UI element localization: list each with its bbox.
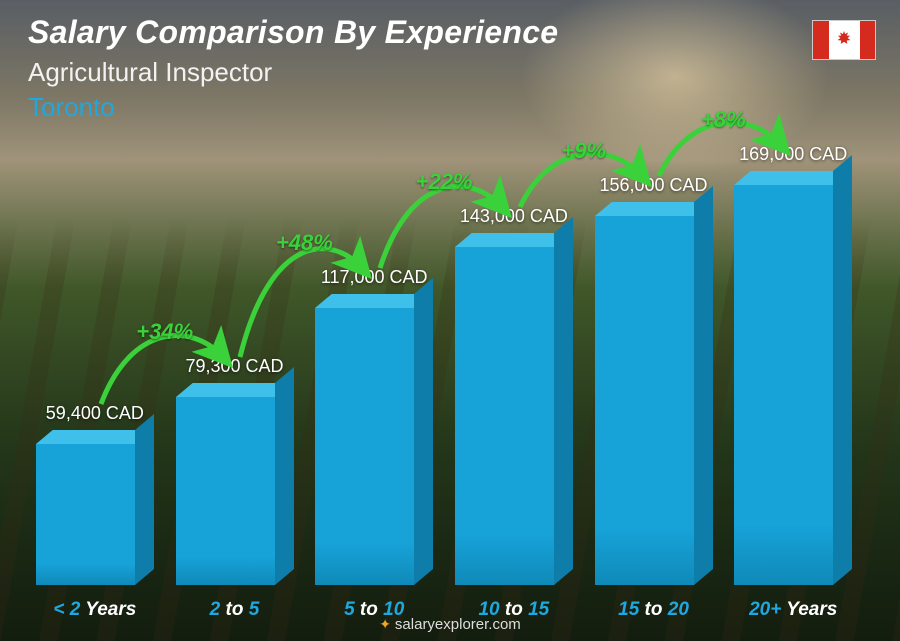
chart-column: 59,400 CAD< 2 Years: [36, 403, 154, 585]
bar-value-label: 59,400 CAD: [46, 403, 144, 424]
page-subtitle: Agricultural Inspector: [28, 57, 558, 88]
bar-front-face: [595, 216, 694, 585]
page-title: Salary Comparison By Experience: [28, 14, 558, 51]
salary-bar-chart: 59,400 CAD< 2 Years79,300 CAD2 to 5117,0…: [36, 115, 852, 585]
bar-value-label: 169,000 CAD: [739, 144, 847, 165]
bar-side-face: [554, 217, 573, 585]
maple-leaf-icon: [833, 29, 855, 51]
growth-pct-label: +34%: [136, 319, 193, 345]
bar: [315, 308, 433, 585]
chart-column: 143,000 CAD10 to 15: [455, 206, 573, 585]
bar-top-face: [176, 383, 292, 397]
flag-band-center: [829, 21, 860, 59]
bar-side-face: [694, 186, 713, 585]
bar-front-face: [455, 247, 554, 585]
bar-value-label: 156,000 CAD: [599, 175, 707, 196]
chart-column: 79,300 CAD2 to 5: [176, 356, 294, 585]
bar-side-face: [414, 278, 433, 585]
bar-top-face: [595, 202, 711, 216]
bar: [455, 247, 573, 585]
footer-attribution: ✦salaryexplorer.com: [0, 616, 900, 633]
chart-column: 117,000 CAD5 to 10: [315, 267, 433, 585]
flag-band-left: [813, 21, 829, 59]
bar-side-face: [135, 414, 154, 585]
star-icon: ✦: [379, 616, 391, 632]
growth-pct-label: +48%: [276, 230, 333, 256]
bar: [734, 185, 852, 585]
bar-front-face: [176, 397, 275, 585]
bar-side-face: [275, 367, 294, 585]
growth-pct-label: +22%: [416, 169, 473, 195]
bar: [176, 397, 294, 585]
growth-pct-label: +9%: [561, 138, 606, 164]
chart-column: 156,000 CAD15 to 20: [595, 175, 713, 585]
header: Salary Comparison By Experience Agricult…: [28, 14, 558, 123]
flag-band-right: [860, 21, 876, 59]
bar-front-face: [315, 308, 414, 585]
chart-column: 169,000 CAD20+ Years: [734, 144, 852, 585]
bar-value-label: 79,300 CAD: [185, 356, 283, 377]
bar-front-face: [36, 444, 135, 585]
bar: [36, 444, 154, 585]
bar-value-label: 117,000 CAD: [321, 267, 428, 288]
footer-text: salaryexplorer.com: [395, 616, 521, 633]
bar: [595, 216, 713, 585]
bar-front-face: [734, 185, 833, 585]
canada-flag-icon: [812, 20, 876, 60]
bar-value-label: 143,000 CAD: [460, 206, 568, 227]
bar-side-face: [833, 155, 852, 585]
